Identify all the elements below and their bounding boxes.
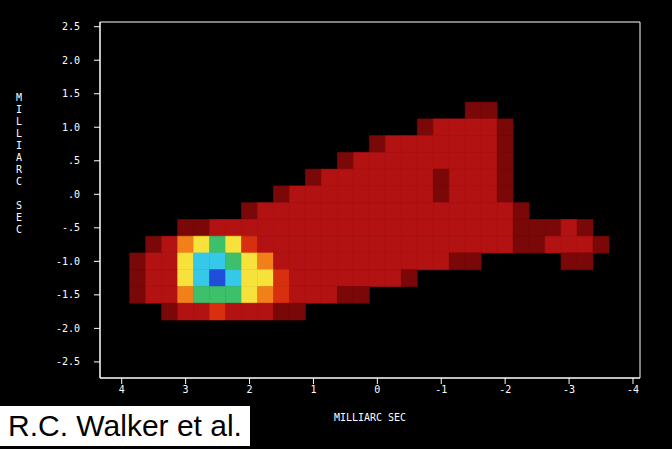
svg-text:-.5: -.5 — [62, 222, 80, 233]
html-text:M: M — [16, 92, 22, 103]
svg-text:.0: .0 — [68, 189, 80, 200]
html-text:R.C. Walker et al.: R.C. Walker et al. — [8, 409, 242, 442]
svg-text:-1.0: -1.0 — [56, 256, 80, 267]
svg-text:-1: -1 — [435, 384, 447, 395]
svg-text:-2: -2 — [499, 384, 511, 395]
svg-text:1.5: 1.5 — [62, 88, 80, 99]
svg-text:-4: -4 — [627, 384, 639, 395]
svg-text:-2.0: -2.0 — [56, 323, 80, 334]
html-text:C: C — [16, 224, 22, 235]
html-text:S: S — [16, 200, 22, 211]
html-text:I: I — [16, 140, 22, 151]
svg-text:-1.5: -1.5 — [56, 289, 80, 300]
svg-text:.5: .5 — [68, 155, 80, 166]
svg-text:2: 2 — [247, 384, 253, 395]
svg-text:2.0: 2.0 — [62, 55, 80, 66]
svg-text:MILLIARC SEC: MILLIARC SEC — [334, 412, 406, 423]
html-text:A: A — [16, 152, 22, 163]
svg-text:1.0: 1.0 — [62, 122, 80, 133]
svg-text:2.5: 2.5 — [62, 21, 80, 32]
svg-text:3: 3 — [183, 384, 189, 395]
html-text:E: E — [16, 212, 22, 223]
svg-text:-3: -3 — [563, 384, 575, 395]
svg-text:-2.5: -2.5 — [56, 356, 80, 367]
svg-text:1: 1 — [310, 384, 316, 395]
html-text:R: R — [16, 164, 22, 175]
html-text:L: L — [16, 128, 22, 139]
html-text:L: L — [16, 116, 22, 127]
html-text:C: C — [16, 176, 22, 187]
svg-text:4: 4 — [119, 384, 125, 395]
svg-text:0: 0 — [374, 384, 380, 395]
html-text:I: I — [16, 104, 22, 115]
